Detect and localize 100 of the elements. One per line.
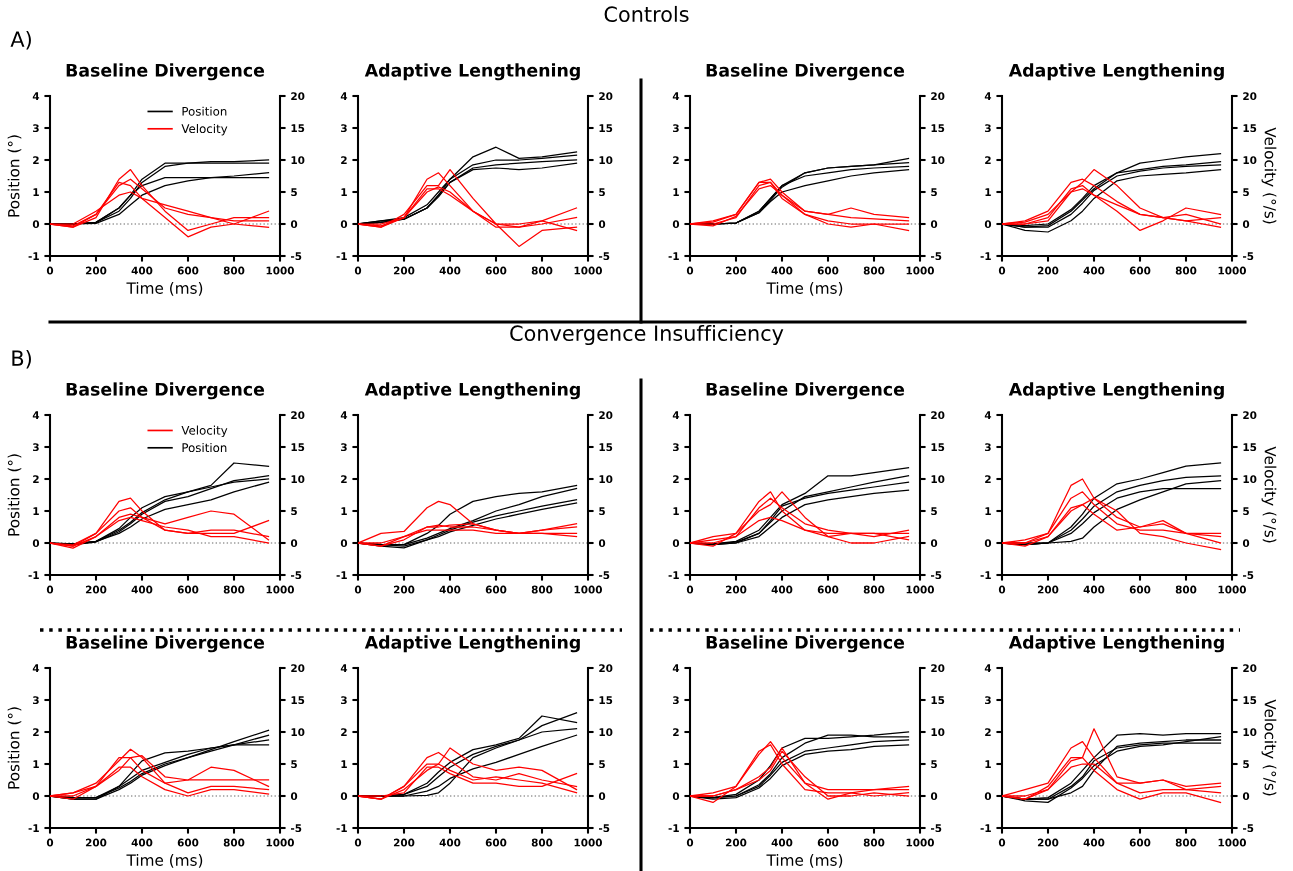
- x-tick-label: 600: [177, 838, 199, 847]
- x-tick-label: 800: [531, 838, 553, 847]
- y2-tick-label: 5: [1243, 760, 1249, 769]
- y2-tick-label: -5: [1242, 571, 1254, 580]
- x-tick-label: 1000: [906, 585, 934, 594]
- y-tick-label: 2: [673, 728, 679, 736]
- y-axis-title: Position (°): [7, 454, 22, 536]
- y2-tick-label: 20: [931, 664, 945, 673]
- x-tick-label: 600: [817, 266, 839, 275]
- y-tick-label: 2: [985, 728, 991, 736]
- y-axis-title: Position (°): [7, 707, 22, 789]
- y2-tick-label: 10: [599, 475, 613, 484]
- x-tick-label: 800: [223, 266, 245, 275]
- y-tick-label: 0: [672, 220, 680, 229]
- x-tick-label: 800: [1175, 266, 1197, 275]
- y-tick-label: 1: [341, 507, 347, 515]
- y-tick-label: 1: [673, 188, 679, 196]
- chart-title: Adaptive Lengthening: [1008, 382, 1224, 400]
- y-tick-label: 3: [33, 124, 39, 133]
- y2-tick-label: 15: [599, 696, 613, 705]
- x-tick-label: 1000: [1218, 585, 1246, 594]
- y-tick-label: 1: [673, 507, 679, 515]
- y-tick-label: 1: [341, 760, 347, 768]
- x-axis-title: Time (ms): [766, 282, 843, 296]
- y-tick-label: 4: [340, 411, 348, 419]
- x-tick-label: 1000: [266, 266, 294, 275]
- y2-tick-label: 10: [599, 728, 613, 737]
- y2-tick-label: 15: [931, 696, 945, 705]
- y2-axis-title: Velocity (°/s): [1261, 699, 1277, 796]
- y2-tick-label: 0: [290, 220, 298, 229]
- y2-tick-label: 20: [291, 411, 305, 420]
- y2-tick-label: 15: [931, 124, 945, 133]
- y2-tick-label: 0: [930, 539, 938, 548]
- x-tick-label: 0: [46, 838, 54, 847]
- x-tick-label: 800: [863, 838, 885, 847]
- chart-title: Baseline Divergence: [706, 635, 905, 653]
- y-tick-label: 1: [673, 760, 679, 768]
- y2-tick-label: 10: [931, 728, 945, 737]
- y2-tick-label: 20: [291, 92, 305, 101]
- y2-tick-label: 10: [291, 475, 305, 484]
- y-tick-label: 0: [32, 792, 40, 801]
- y2-tick-label: 15: [291, 696, 305, 705]
- x-tick-label: 200: [1037, 838, 1059, 847]
- y2-tick-label: 20: [931, 92, 945, 101]
- y-tick-label: 1: [341, 188, 347, 196]
- y2-tick-label: 20: [1243, 664, 1257, 673]
- text: B): [12, 349, 31, 369]
- y-tick-label: 2: [33, 475, 39, 483]
- y2-tick-label: 5: [931, 507, 937, 516]
- y-tick-label: -1: [28, 252, 39, 260]
- x-axis-title: Time (ms): [126, 854, 203, 868]
- y-tick-label: 0: [672, 539, 680, 548]
- x-tick-label: 400: [771, 266, 793, 275]
- y2-tick-label: 15: [1243, 124, 1257, 133]
- y-tick-label: 3: [673, 443, 679, 452]
- y2-tick-label: 10: [1243, 475, 1257, 484]
- x-tick-label: 800: [223, 838, 245, 847]
- x-tick-label: 600: [485, 266, 507, 275]
- x-tick-label: 1000: [906, 266, 934, 275]
- legend-label: Position: [182, 442, 227, 453]
- y2-tick-label: 10: [291, 728, 305, 737]
- chart-title: Adaptive Lengthening: [364, 63, 580, 81]
- x-tick-label: 0: [998, 838, 1006, 847]
- y-tick-label: 4: [672, 92, 680, 100]
- x-tick-label: 0: [998, 266, 1006, 275]
- y2-tick-label: 10: [931, 475, 945, 484]
- y2-tick-label: 0: [290, 539, 298, 548]
- text: Controls: [604, 5, 689, 23]
- x-tick-label: 200: [1037, 266, 1059, 275]
- x-tick-label: 1000: [266, 585, 294, 594]
- y2-tick-label: 5: [931, 188, 937, 197]
- y2-tick-label: 5: [1243, 507, 1249, 516]
- y-tick-label: 4: [672, 411, 680, 419]
- y2-tick-label: 0: [1242, 220, 1250, 229]
- y2-tick-label: -5: [930, 824, 942, 833]
- y2-tick-label: 5: [599, 760, 605, 769]
- y-tick-label: 3: [985, 124, 991, 133]
- text: A): [10, 30, 31, 50]
- chart-title: Adaptive Lengthening: [364, 382, 580, 400]
- y2-tick-label: 0: [930, 792, 938, 801]
- x-tick-label: 600: [1129, 838, 1151, 847]
- y-tick-label: -1: [28, 571, 39, 579]
- x-tick-label: 600: [817, 838, 839, 847]
- y2-tick-label: 15: [291, 443, 305, 452]
- y2-tick-label: 0: [598, 792, 606, 801]
- x-tick-label: 0: [354, 266, 362, 275]
- chart-title: Adaptive Lengthening: [1008, 63, 1224, 81]
- y2-tick-label: 10: [1243, 156, 1257, 165]
- y2-tick-label: 20: [599, 411, 613, 420]
- y-tick-label: 2: [673, 475, 679, 483]
- y2-tick-label: 15: [599, 124, 613, 133]
- y2-tick-label: 0: [290, 792, 298, 801]
- y2-axis-title: Velocity (°/s): [1261, 127, 1277, 224]
- y2-tick-label: 0: [930, 220, 938, 229]
- y2-tick-label: -5: [930, 571, 942, 580]
- x-tick-label: 200: [725, 585, 747, 594]
- y-tick-label: 1: [985, 760, 991, 768]
- x-tick-label: 1000: [574, 585, 602, 594]
- x-tick-label: 600: [817, 585, 839, 594]
- x-tick-label: 800: [223, 585, 245, 594]
